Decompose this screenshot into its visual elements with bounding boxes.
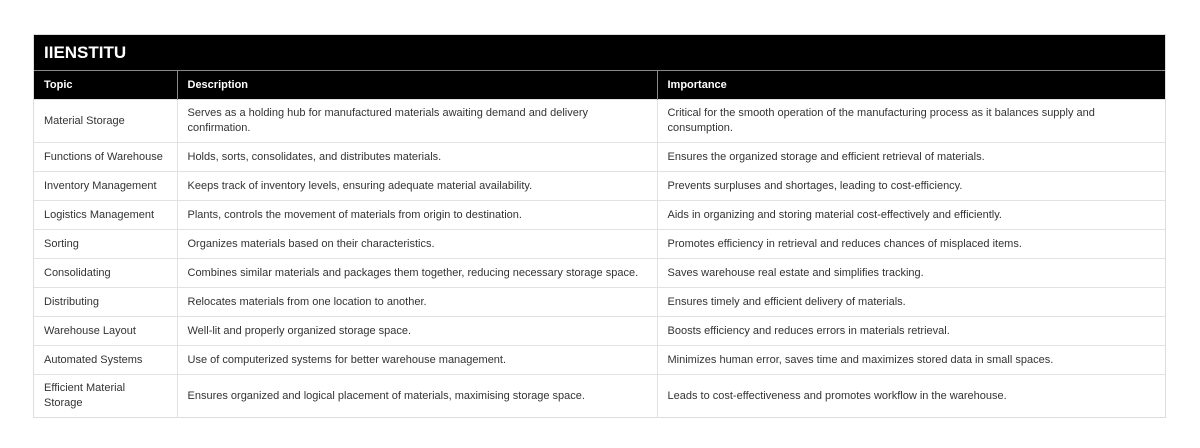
topic-cell: Automated Systems — [34, 345, 177, 375]
table-row: Inventory Management Keeps track of inven… — [34, 171, 1165, 201]
description-cell: Keeps track of inventory levels, ensurin… — [176, 171, 657, 201]
info-table: Topic Description Importance Material St… — [34, 71, 1165, 417]
info-table-container: IIENSTITU Topic Description Importance M… — [33, 34, 1166, 418]
topic-cell: Consolidating — [34, 258, 177, 288]
table-row: Automated Systems Use of computerized sys… — [34, 345, 1165, 375]
table-row: Sorting Organizes materials based on thei… — [34, 229, 1165, 259]
importance-cell: Minimizes human error, saves time and ma… — [656, 345, 1165, 375]
table-title: IIENSTITU — [34, 35, 1165, 71]
importance-cell: Promotes efficiency in retrieval and red… — [656, 229, 1165, 259]
topic-cell: Logistics Management — [34, 200, 177, 230]
description-cell: Use of computerized systems for better w… — [176, 345, 657, 375]
topic-cell: Warehouse Layout — [34, 316, 177, 346]
table-row: Consolidating Combines similar materials … — [34, 258, 1165, 288]
description-cell: Plants, controls the movement of materia… — [176, 200, 657, 230]
description-cell: Holds, sorts, consolidates, and distribu… — [176, 142, 657, 172]
importance-cell: Saves warehouse real estate and simplifi… — [656, 258, 1165, 288]
importance-cell: Ensures timely and efficient delivery of… — [656, 287, 1165, 317]
table-row: Distributing Relocates materials from one… — [34, 287, 1165, 317]
importance-cell: Boosts efficiency and reduces errors in … — [656, 316, 1165, 346]
topic-cell: Inventory Management — [34, 171, 177, 201]
topic-cell: Functions of Warehouse — [34, 142, 177, 172]
table-row: Functions of Warehouse Holds, sorts, cons… — [34, 142, 1165, 172]
importance-cell: Prevents surpluses and shortages, leadin… — [656, 171, 1165, 201]
table-row: Efficient Material Storage Ensures organi… — [34, 374, 1165, 417]
table-row: Warehouse Layout Well-lit and properly or… — [34, 316, 1165, 346]
description-cell: Ensures organized and logical placement … — [176, 374, 657, 417]
header-importance: Importance — [656, 71, 1165, 100]
description-cell: Relocates materials from one location to… — [176, 287, 657, 317]
importance-cell: Aids in organizing and storing material … — [656, 200, 1165, 230]
table-row: Logistics Management Plants, controls the… — [34, 200, 1165, 230]
topic-cell: Efficient Material Storage — [34, 374, 177, 417]
importance-cell: Critical for the smooth operation of the… — [656, 99, 1165, 143]
table-row: Material Storage Serves as a holding hub … — [34, 99, 1165, 143]
topic-cell: Material Storage — [34, 99, 177, 143]
topic-cell: Distributing — [34, 287, 177, 317]
description-cell: Well-lit and properly organized storage … — [176, 316, 657, 346]
header-description: Description — [176, 71, 657, 100]
header-topic: Topic — [34, 71, 177, 100]
importance-cell: Leads to cost-effectiveness and promotes… — [656, 374, 1165, 417]
description-cell: Organizes materials based on their chara… — [176, 229, 657, 259]
description-cell: Serves as a holding hub for manufactured… — [176, 99, 657, 143]
importance-cell: Ensures the organized storage and effici… — [656, 142, 1165, 172]
header-row: Topic Description Importance — [34, 71, 1165, 100]
topic-cell: Sorting — [34, 229, 177, 259]
description-cell: Combines similar materials and packages … — [176, 258, 657, 288]
